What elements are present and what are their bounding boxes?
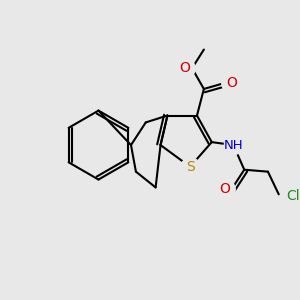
Text: O: O xyxy=(180,61,190,75)
Text: S: S xyxy=(186,160,194,174)
Text: O: O xyxy=(226,76,237,90)
Text: Cl: Cl xyxy=(287,189,300,203)
Text: O: O xyxy=(219,182,230,197)
Text: NH: NH xyxy=(224,139,243,152)
